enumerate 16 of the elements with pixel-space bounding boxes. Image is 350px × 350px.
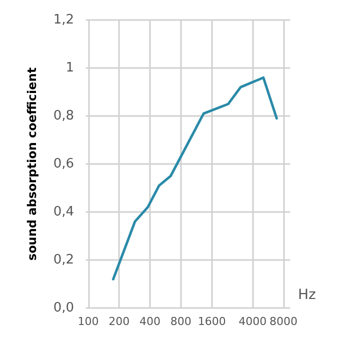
y-axis-title: sound absorption coefficient (25, 67, 39, 261)
x-tick-label: 400 (140, 315, 161, 328)
y-tick-label: 0,6 (53, 156, 74, 172)
y-tick-label: 0,0 (53, 300, 74, 316)
y-tick-label: 0,2 (53, 252, 74, 268)
y-tick-label: 1 (66, 60, 74, 76)
x-tick-label: 8000 (270, 315, 298, 328)
x-tick-label: 100 (78, 315, 99, 328)
y-tick-label: 0,8 (53, 108, 74, 124)
x-tick-label: 4000 (238, 315, 267, 328)
y-tick-label: 0,4 (53, 204, 74, 220)
x-tick-label: 800 (170, 315, 192, 328)
y-tick-label: 1,2 (53, 12, 74, 28)
x-tick-label: 200 (108, 315, 130, 328)
x-axis-title: Hz (298, 287, 316, 303)
x-tick-label: 1600 (198, 315, 226, 328)
